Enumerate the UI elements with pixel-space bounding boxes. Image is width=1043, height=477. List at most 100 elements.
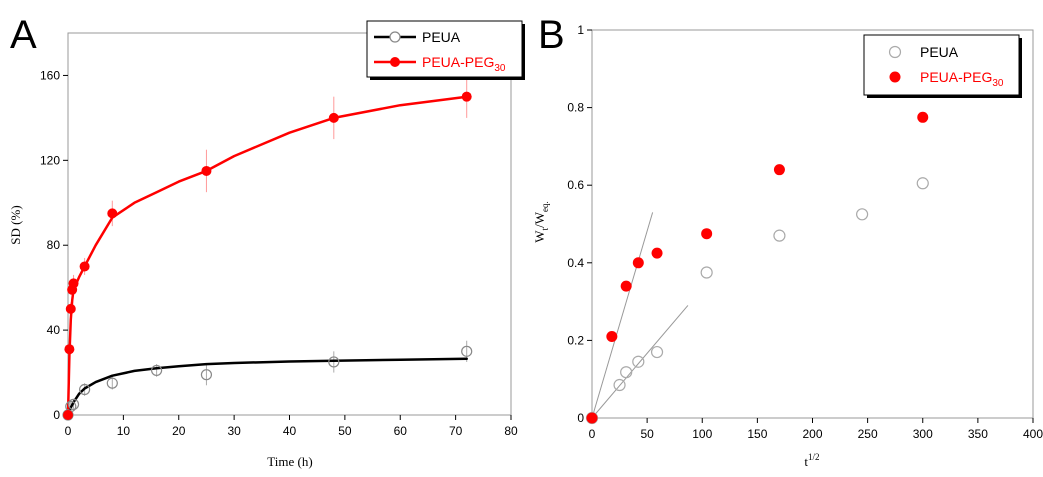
panel-a-x-axis: 0 10 20 30 40 50 60 70 80 bbox=[65, 415, 518, 438]
panel-b-x-axis-title-sup: 1/2 bbox=[808, 452, 820, 462]
panel-b-point-peua bbox=[620, 366, 633, 379]
panel-b-fit-line bbox=[591, 212, 654, 419]
panel-b-fit-lines bbox=[591, 212, 689, 419]
panel-a-point-peg bbox=[65, 303, 76, 314]
panel-a-x-tick-label: 20 bbox=[172, 424, 186, 438]
panel-b-x-tick-label: 200 bbox=[802, 427, 822, 441]
panel-a-letter: A bbox=[10, 13, 37, 57]
panel-a-x-tick-label: 60 bbox=[394, 424, 408, 438]
panel-a-y-tick-label: 160 bbox=[40, 68, 60, 82]
panel-b-point-peua bbox=[650, 345, 664, 359]
panel-b-legend-box bbox=[863, 34, 1020, 96]
panel-a-legend: PEUA PEUA-PEG30 bbox=[366, 20, 525, 80]
panel-a-legend-box bbox=[366, 20, 523, 78]
panel-b-point-peg bbox=[620, 280, 632, 292]
panel-b-points bbox=[585, 111, 929, 425]
panel-a-x-tick-label: 0 bbox=[65, 424, 72, 438]
panel-a-x-tick-label: 50 bbox=[338, 424, 352, 438]
panel-a-point-peua bbox=[328, 356, 340, 368]
panel-a-fit-curve-peua bbox=[66, 357, 468, 417]
panel-b-x-axis-title: t1/2 bbox=[804, 452, 819, 469]
panel-b-point-peg bbox=[651, 247, 663, 259]
panel-a-x-tick-label: 10 bbox=[117, 424, 131, 438]
panel-a-point-peg bbox=[461, 91, 472, 102]
panel-b-point-peua bbox=[856, 208, 869, 221]
panel-b-y-axis: 0 0.2 0.4 0.6 0.8 1 bbox=[567, 23, 592, 425]
panel-a-point-peg bbox=[328, 112, 339, 123]
panel-a-x-axis-title: Time (h) bbox=[267, 454, 312, 469]
panel-b-point-peg bbox=[606, 331, 618, 343]
panel-b-x-tick-label: 300 bbox=[913, 427, 933, 441]
panel-b-point-peua bbox=[700, 266, 713, 279]
panel-a-point-peua bbox=[67, 398, 80, 410]
panel-a-point-peua bbox=[106, 377, 118, 389]
panel-a-fit-curve-peg bbox=[66, 95, 468, 417]
panel-a-legend-marker-peua bbox=[389, 31, 401, 43]
panel-b-legend: PEUA PEUA-PEG30 bbox=[863, 34, 1022, 98]
panel-b-point-peg bbox=[632, 257, 644, 269]
panel-b-legend-label-peua: PEUA bbox=[920, 44, 959, 60]
panel-b-y-tick-label: 0.6 bbox=[567, 178, 584, 192]
panel-b-y-tick-label: 0.8 bbox=[567, 101, 584, 115]
panel-a-legend-label-peg-main: PEUA-PEG bbox=[422, 54, 494, 70]
panel-b-legend-label-peg-main: PEUA-PEG bbox=[920, 69, 992, 85]
panel-b-point-peua bbox=[916, 177, 929, 190]
panel-b-y-tick-label: 1 bbox=[577, 23, 584, 37]
panel-a-point-peua bbox=[200, 369, 213, 381]
panel-b-x-tick-label: 400 bbox=[1023, 427, 1043, 441]
panel-a-point-peua bbox=[151, 364, 163, 377]
panel-b-y-axis-title-sub1: t bbox=[540, 227, 550, 230]
panel-a-point-peg bbox=[68, 278, 79, 289]
panel-b-point-peg bbox=[773, 164, 785, 176]
panel-a-y-axis-title: SD (%) bbox=[8, 205, 23, 244]
panel-a-point-peua bbox=[79, 383, 91, 396]
panel-a-legend-marker-peg bbox=[390, 57, 400, 67]
panel-b-point-peua bbox=[632, 355, 645, 368]
panel-b-point-peg bbox=[701, 228, 713, 240]
panel-b-y-axis-title: Wt/Weq. bbox=[532, 201, 550, 242]
panel-a-point-peg bbox=[201, 165, 212, 176]
panel-b-letter: B bbox=[538, 13, 565, 57]
panel-a-error-bars bbox=[67, 75, 468, 418]
panel-a-y-tick-label: 40 bbox=[47, 323, 61, 337]
panel-a-y-tick-label: 120 bbox=[40, 153, 60, 167]
panel-b-x-tick-label: 0 bbox=[589, 427, 596, 441]
panel-a-y-axis: 0 40 80 120 160 bbox=[40, 68, 68, 422]
panel-b-x-tick-label: 350 bbox=[968, 427, 988, 441]
panel-b-point-peua bbox=[773, 229, 786, 242]
panel-a-point-peg bbox=[63, 410, 73, 420]
panel-b-point-peg bbox=[917, 111, 929, 123]
panel-b-y-tick-label: 0.2 bbox=[567, 333, 584, 347]
panel-a-x-tick-label: 40 bbox=[283, 424, 297, 438]
panel-b-x-tick-label: 100 bbox=[692, 427, 712, 441]
panel-a-legend-label-peg: PEUA-PEG30 bbox=[422, 54, 506, 74]
panel-b-legend-marker-peua bbox=[888, 45, 902, 59]
panel-b-legend-label-peg-sub: 30 bbox=[992, 78, 1004, 89]
panel-a-x-tick-label: 70 bbox=[449, 424, 463, 438]
panel-b: B 0 50 100 150 200 250 300 350 400 0 0.2 0.4 0.6 0.8… bbox=[532, 13, 1043, 469]
panel-b-y-axis-title-sub2: eq. bbox=[540, 201, 550, 212]
panel-a-point-peg bbox=[107, 208, 118, 219]
panel-a-plot-frame bbox=[67, 32, 512, 416]
panel-b-y-axis-title-w1: W bbox=[532, 230, 547, 243]
panel-a-legend-label-peua: PEUA bbox=[422, 29, 461, 45]
panel-b-y-axis-title-mid: /W bbox=[532, 211, 547, 228]
panel-a-fit-curves bbox=[66, 95, 468, 417]
panel-b-y-tick-label: 0.4 bbox=[567, 256, 584, 270]
panel-b-fit-line bbox=[591, 305, 689, 419]
panel-a-points bbox=[62, 91, 473, 421]
panel-b-x-tick-label: 50 bbox=[640, 427, 654, 441]
panel-b-x-tick-label: 250 bbox=[858, 427, 878, 441]
panel-a: A 0 10 20 30 40 50 60 70 80 0 40 80 120 160 Time (h)… bbox=[8, 13, 525, 469]
panel-b-y-tick-label: 0 bbox=[577, 411, 584, 425]
panel-b-point-peua bbox=[613, 378, 626, 392]
panel-b-x-axis-title-main: t bbox=[804, 454, 808, 469]
panel-a-point-peua bbox=[461, 345, 473, 357]
panel-a-point-peg bbox=[79, 261, 90, 272]
panel-b-legend-label-peg: PEUA-PEG30 bbox=[920, 69, 1004, 89]
panel-a-point-peg bbox=[64, 344, 75, 355]
panel-b-point-peg bbox=[586, 412, 598, 424]
panel-b-legend-marker-peg bbox=[889, 71, 901, 83]
panel-a-y-tick-label: 80 bbox=[47, 238, 61, 252]
